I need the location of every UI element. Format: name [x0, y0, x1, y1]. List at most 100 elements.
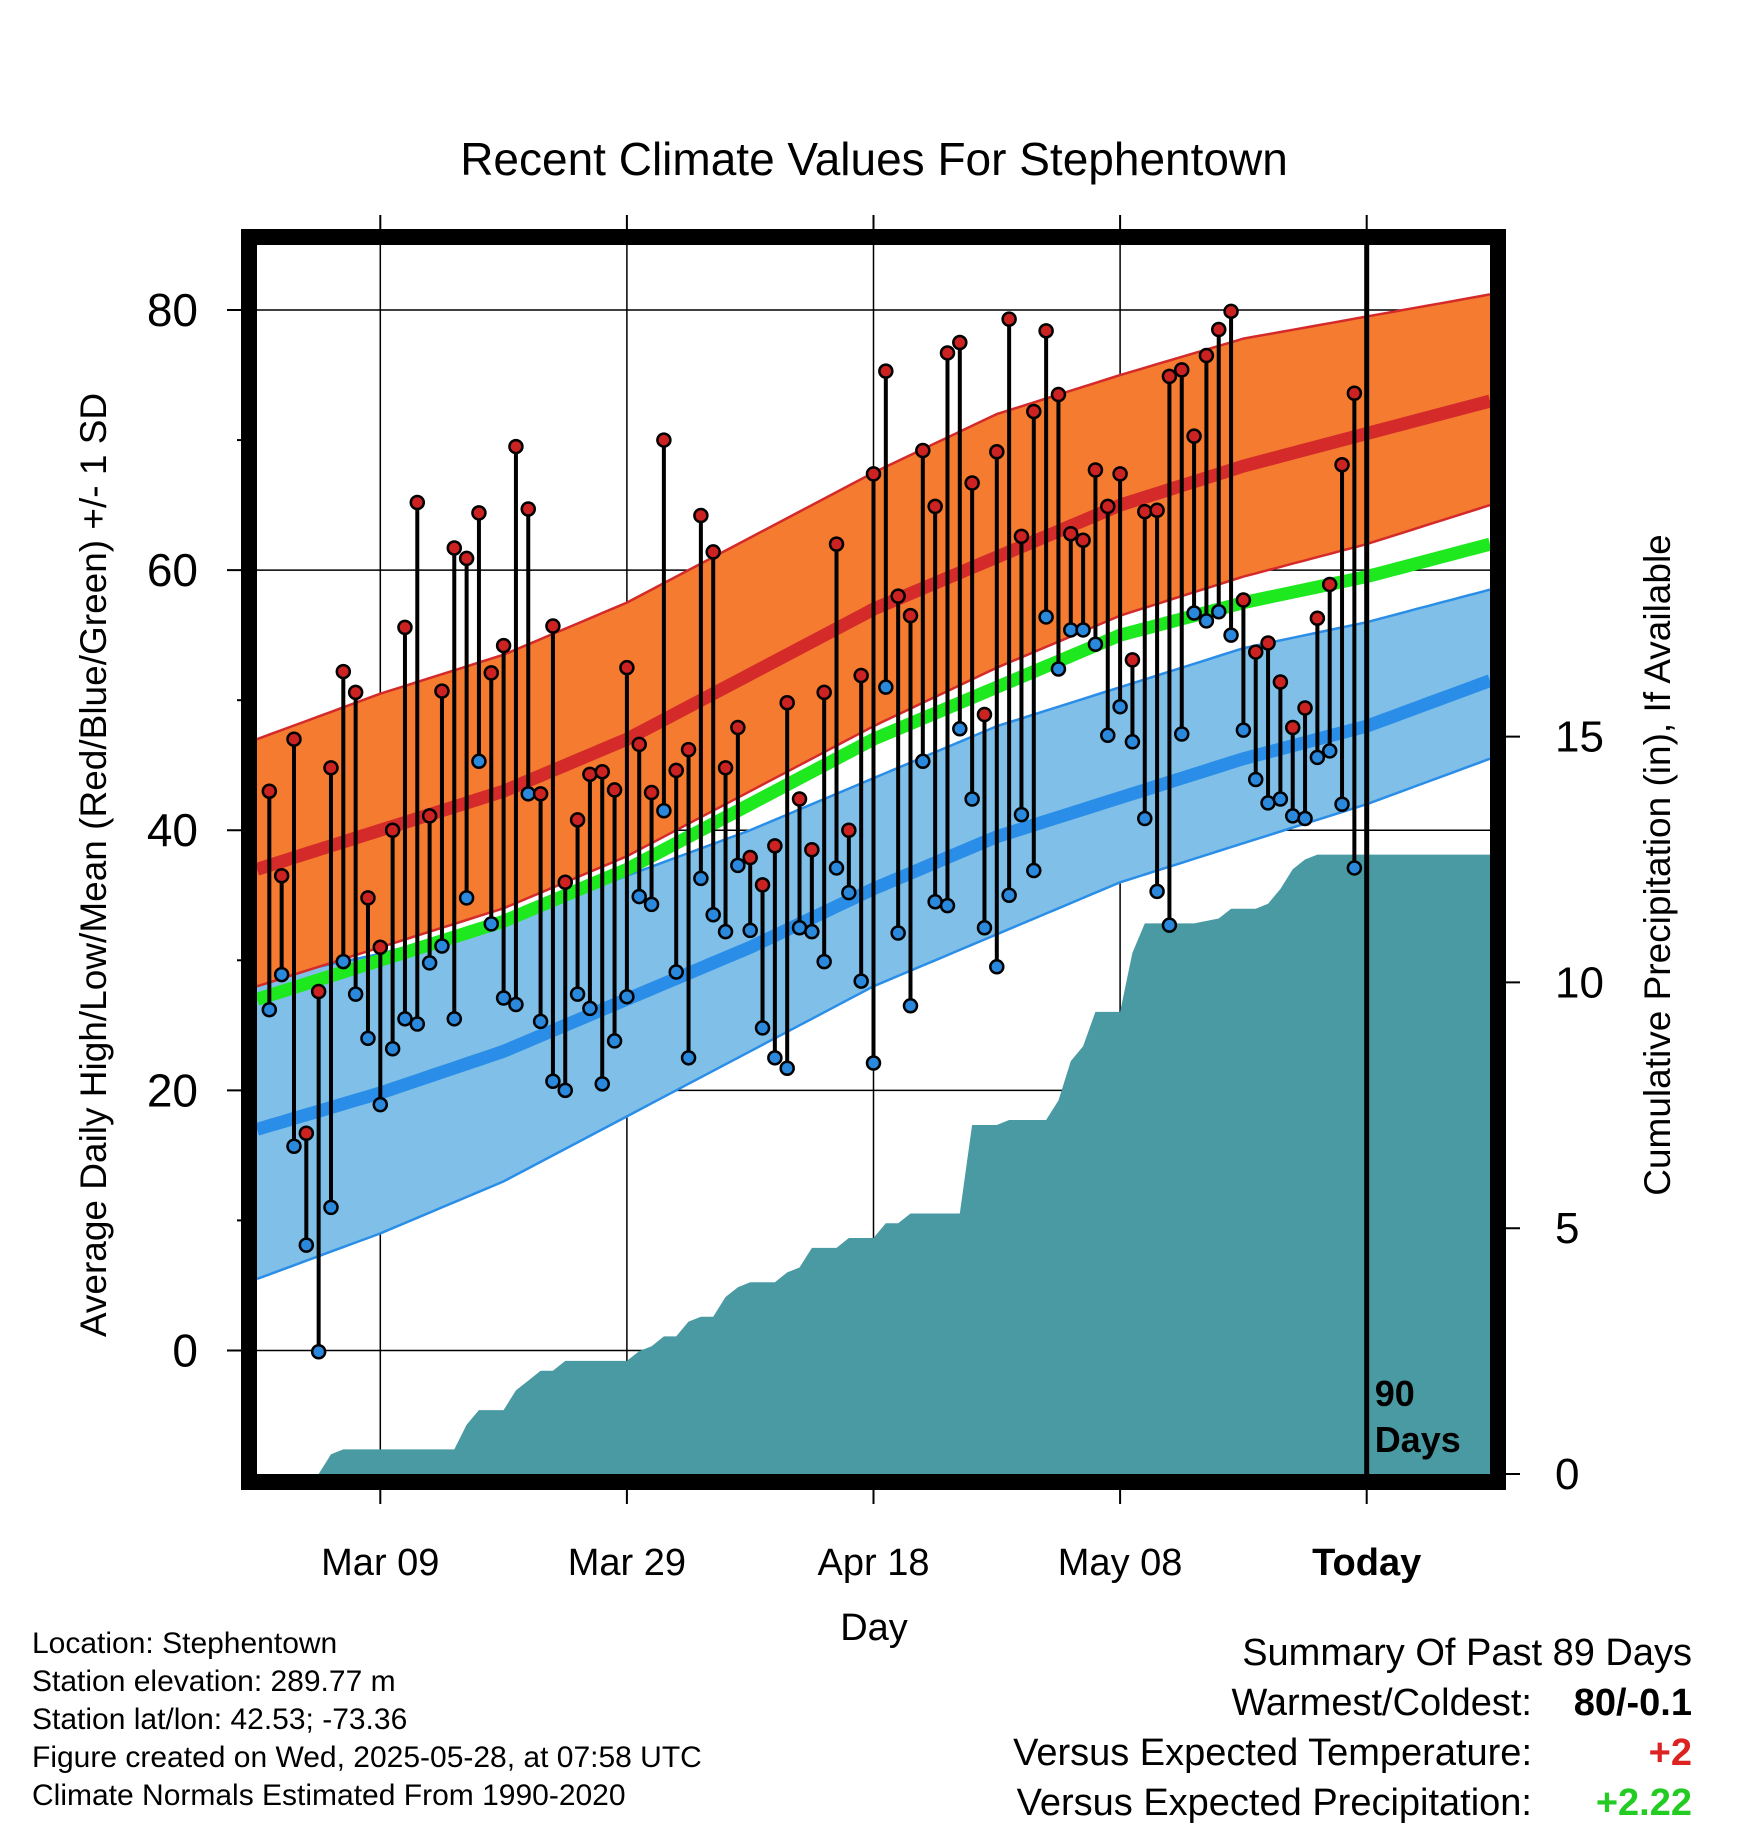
daily-low-point: [693, 870, 709, 887]
daily-low-point: [1161, 917, 1178, 933]
daily-low-point: [1137, 810, 1153, 827]
daily-high-point: [1013, 528, 1030, 545]
daily-high-point: [446, 540, 463, 556]
daily-high-point: [384, 822, 401, 838]
summary-panel: Summary Of Past 89 Days Warmest/Coldest:…: [1013, 1628, 1692, 1828]
daily-low-point: [335, 953, 352, 970]
plot-area: 90 Days 0 20 40 60 80 0 5 10 15 Mar 09 Mar 29 Apr 18 M…: [147, 215, 1604, 1584]
daily-low-point: [939, 897, 956, 914]
daily-high-point: [421, 808, 438, 824]
daily-high-point: [1297, 700, 1313, 716]
daily-high-point: [767, 838, 783, 854]
daily-low-point: [446, 1011, 463, 1027]
daily-high-point: [890, 588, 906, 604]
daily-low-point: [1346, 860, 1363, 876]
daily-low-point: [384, 1040, 401, 1057]
daily-low-point: [286, 1138, 302, 1155]
daily-low-point: [656, 802, 672, 819]
daily-high-point: [1247, 644, 1264, 660]
temp-value: +2: [1648, 1732, 1692, 1774]
daily-high-point: [631, 736, 647, 753]
daily-high-point: [902, 607, 919, 624]
daily-low-point: [606, 1033, 623, 1049]
daily-low-point: [532, 1013, 549, 1030]
daily-high-point: [397, 619, 413, 636]
daily-low-point: [816, 953, 832, 970]
daily-low-point: [890, 925, 906, 941]
x-tick-label: Mar 09: [321, 1542, 439, 1584]
daily-low-point: [569, 986, 586, 1002]
location-text: Location: Stephentown: [32, 1627, 338, 1660]
daily-high-point: [1272, 674, 1289, 690]
precip-value: +2.22: [1595, 1782, 1692, 1824]
daily-high-point: [323, 760, 339, 776]
daily-low-point: [754, 1020, 771, 1036]
daily-low-point: [865, 1055, 882, 1071]
daily-low-point: [1321, 743, 1338, 759]
daily-low-point: [1247, 771, 1264, 788]
daily-high-point: [1309, 610, 1326, 627]
daily-high-point: [434, 683, 450, 699]
daily-high-point: [1284, 719, 1301, 736]
daily-low-point: [902, 998, 919, 1014]
daily-high-point: [643, 784, 660, 801]
daily-low-point: [421, 955, 438, 971]
daily-low-point: [853, 973, 869, 989]
daily-low-point: [1013, 806, 1030, 823]
daily-low-point: [1112, 698, 1128, 715]
daily-high-point: [569, 812, 586, 828]
created-text: Figure created on Wed, 2025-05-28, at 07…: [32, 1741, 702, 1774]
daily-low-point: [619, 988, 635, 1005]
plot-interior: 90 Days: [257, 245, 1490, 1474]
daily-high-point: [693, 507, 709, 524]
daily-low-point: [680, 1050, 697, 1066]
daily-low-point: [1223, 627, 1239, 643]
daily-low-point: [594, 1076, 610, 1092]
daily-low-point: [1087, 636, 1104, 653]
daily-high-point: [1321, 576, 1338, 593]
daily-high-point: [915, 442, 931, 459]
warmest-label: Warmest/Coldest:: [1231, 1682, 1532, 1724]
elevation-text: Station elevation: 289.77 m: [32, 1665, 396, 1698]
daily-high-point: [1075, 532, 1091, 548]
daily-low-point: [495, 990, 512, 1006]
today-days-label: Days: [1375, 1419, 1461, 1460]
daily-high-point: [286, 731, 302, 747]
daily-high-point: [273, 868, 290, 884]
daily-high-point: [360, 890, 376, 906]
daily-low-point: [668, 964, 684, 980]
daily-low-point: [360, 1030, 376, 1047]
temp-row: Versus Expected Temperature: +2: [1013, 1728, 1692, 1778]
daily-high-point: [1260, 635, 1276, 651]
y-tick-label: 20: [147, 1064, 198, 1116]
daily-high-point: [754, 877, 771, 893]
daily-low-point: [1075, 622, 1091, 638]
daily-high-point: [1124, 652, 1141, 668]
daily-high-point: [1210, 321, 1227, 338]
x-tick-label: Mar 29: [568, 1542, 686, 1584]
daily-high-point: [680, 741, 697, 758]
daily-low-point: [730, 857, 746, 874]
daily-high-point: [828, 536, 845, 552]
daily-high-point: [717, 760, 734, 776]
daily-low-point: [1334, 796, 1350, 812]
daily-high-point: [952, 334, 968, 351]
daily-low-point: [1260, 795, 1276, 811]
daily-low-point: [409, 1016, 426, 1032]
precip-label: Versus Expected Precipitation:: [1016, 1782, 1532, 1824]
daily-low-point: [545, 1073, 561, 1089]
daily-high-point: [816, 684, 832, 701]
daily-high-point: [1063, 525, 1079, 542]
daily-high-point: [1161, 368, 1178, 385]
daily-high-point: [1050, 386, 1067, 403]
daily-high-point: [668, 762, 684, 779]
daily-low-point: [372, 1096, 389, 1113]
daily-low-point: [989, 959, 1005, 975]
daily-high-point: [582, 766, 598, 783]
y-axis-label: Average Daily High/Low/Mean (Red/Blue/Gr…: [73, 393, 114, 1337]
daily-low-point: [964, 791, 980, 807]
daily-high-point: [1186, 428, 1202, 444]
daily-low-point: [927, 894, 943, 910]
daily-high-point: [1198, 347, 1215, 364]
daily-low-point: [508, 996, 524, 1013]
